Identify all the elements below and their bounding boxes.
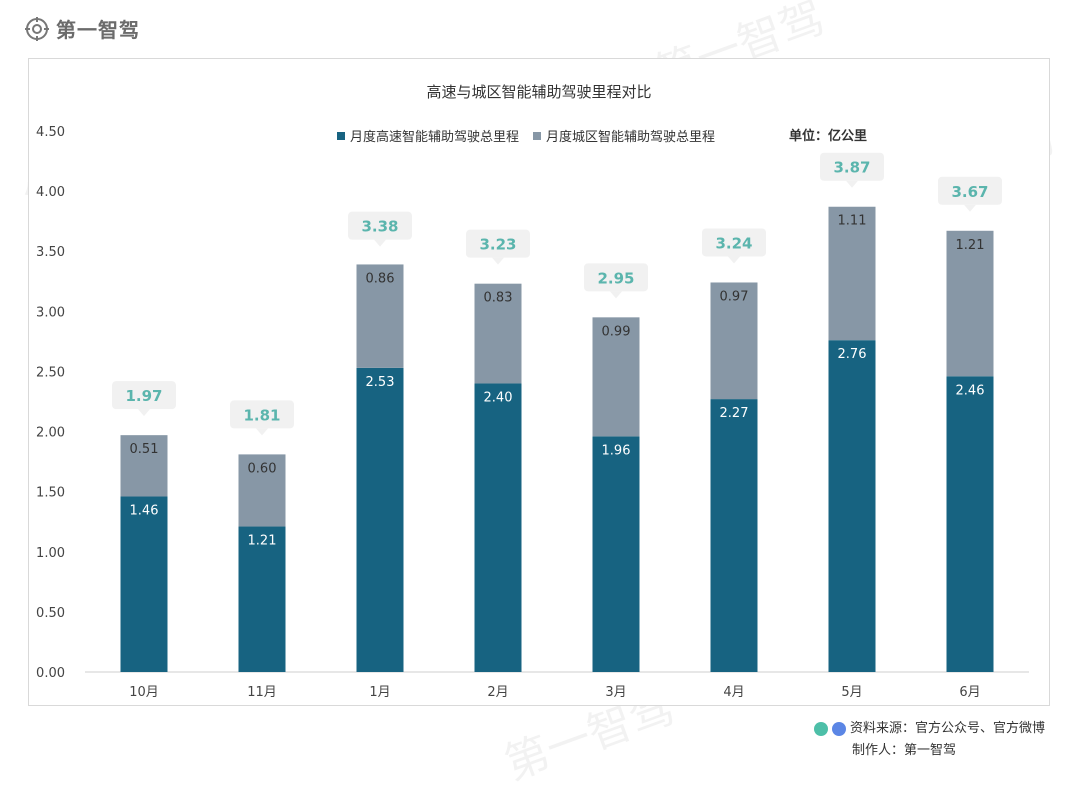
y-tick-label: 3.00 — [36, 305, 65, 320]
legend-item-highway: 月度高速智能辅助驾驶总里程 — [337, 126, 519, 145]
footer-source-row: 资料来源：官方公众号、官方微博 — [813, 718, 1045, 740]
bar-segment-urban — [710, 282, 758, 400]
brand: 第一智驾 — [24, 14, 140, 43]
chart-frame: 高速与城区智能辅助驾驶里程对比 月度高速智能辅助驾驶总里程 月度城区智能辅助驾驶… — [28, 58, 1050, 706]
total-callout-box — [466, 229, 530, 258]
x-tick-label: 2月 — [487, 685, 508, 700]
legend-item-urban: 月度城区智能辅助驾驶总里程 — [533, 126, 715, 145]
chart-title: 高速与城区智能辅助驾驶里程对比 — [426, 83, 652, 101]
data-label-highway: 2.76 — [838, 347, 867, 362]
total-callout-pointer — [256, 428, 268, 436]
bar-segment-highway — [710, 399, 758, 672]
bar-segment-urban — [828, 206, 876, 341]
legend-swatch-highway — [337, 131, 345, 140]
total-label: 1.97 — [125, 387, 162, 405]
y-tick-label: 0.50 — [36, 606, 65, 621]
teal-dot-icon — [813, 722, 828, 736]
total-label: 3.38 — [361, 218, 398, 236]
bar-segment-highway — [946, 376, 994, 672]
data-label-highway: 1.21 — [248, 534, 277, 549]
y-tick-label: 3.50 — [36, 245, 65, 260]
bar-segment-urban — [120, 435, 168, 497]
chart-legend: 月度高速智能辅助驾驶总里程 月度城区智能辅助驾驶总里程 — [337, 126, 715, 145]
total-callout-pointer — [846, 180, 858, 188]
bar-segment-urban — [474, 283, 522, 384]
brand-name: 第一智驾 — [56, 18, 140, 42]
total-callout-pointer — [138, 409, 150, 417]
bar-segment-urban — [356, 264, 404, 368]
y-tick-label: 1.50 — [36, 486, 65, 501]
total-callout-pointer — [374, 239, 386, 247]
data-label-highway: 2.46 — [956, 383, 985, 398]
author-text: 制作人：第一智驾 — [851, 743, 956, 758]
bar-segment-highway — [238, 526, 286, 672]
total-callout-box — [584, 263, 648, 292]
y-tick-label: 4.50 — [36, 125, 65, 140]
bar-segment-highway — [120, 496, 168, 672]
bar-segment-highway — [828, 340, 876, 672]
total-callout-pointer — [728, 256, 740, 264]
total-callout-box — [702, 228, 766, 257]
y-tick-label: 2.50 — [36, 365, 65, 380]
total-callout-pointer — [610, 291, 622, 299]
legend-label-highway: 月度高速智能辅助驾驶总里程 — [350, 130, 520, 145]
stacked-bar-chart: 0.00 0.50 1.00 1.50 2.00 2.50 3.00 3.50 4.00 4.50… — [36, 125, 1029, 700]
x-tick-label: 5月 — [841, 685, 862, 700]
total-label: 3.67 — [951, 183, 988, 201]
total-label: 3.24 — [715, 234, 752, 252]
total-callout-box — [820, 152, 884, 181]
bar-segment-urban — [946, 230, 994, 377]
data-label-urban: 0.97 — [720, 289, 749, 304]
bar-segment-urban — [238, 454, 286, 527]
footer-author-row: 制作人：第一智驾 — [814, 740, 1045, 762]
x-tick-label: 10月 — [129, 685, 159, 700]
x-tick-label: 11月 — [247, 685, 277, 700]
bar-segment-highway — [356, 367, 404, 672]
data-label-urban: 0.60 — [248, 461, 277, 476]
data-label-urban: 0.83 — [484, 291, 513, 306]
source-text: 资料来源：官方公众号、官方微博 — [849, 721, 1045, 736]
y-tick-label: 2.00 — [36, 426, 65, 441]
data-label-urban: 0.51 — [130, 442, 159, 457]
total-label: 1.81 — [243, 406, 280, 424]
total-callout-box — [230, 400, 294, 429]
y-tick-label: 0.00 — [36, 666, 65, 681]
footer: 资料来源：官方公众号、官方微博 制作人：第一智驾 — [813, 718, 1045, 762]
x-tick-label: 1月 — [369, 685, 390, 700]
data-label-urban: 0.86 — [366, 271, 395, 286]
data-label-highway: 1.96 — [602, 443, 631, 458]
data-label-highway: 1.46 — [130, 503, 159, 518]
data-label-urban: 1.11 — [838, 214, 867, 229]
data-label-highway: 2.40 — [484, 390, 513, 405]
total-callout-box — [112, 381, 176, 410]
y-tick-label: 4.00 — [36, 185, 65, 200]
legend-label-urban: 月度城区智能辅助驾驶总里程 — [546, 130, 716, 145]
legend-swatch-urban — [533, 131, 542, 140]
data-label-urban: 1.21 — [956, 238, 985, 253]
gear-logo-icon — [25, 16, 49, 41]
total-callout-pointer — [492, 257, 504, 265]
total-label: 2.95 — [597, 269, 634, 287]
total-callout-box — [348, 211, 412, 240]
total-label: 3.23 — [479, 236, 516, 254]
data-label-highway: 2.27 — [720, 406, 749, 421]
blue-dot-icon — [831, 722, 846, 736]
y-tick-label: 1.00 — [36, 546, 65, 561]
bar-segment-highway — [592, 436, 640, 672]
x-tick-label: 3月 — [605, 685, 626, 700]
bar-segment-urban — [592, 317, 640, 437]
bar-segment-highway — [474, 383, 522, 672]
data-label-highway: 2.53 — [366, 375, 395, 390]
total-label: 3.87 — [833, 159, 870, 177]
total-callout-box — [938, 176, 1002, 205]
x-tick-label: 4月 — [723, 685, 744, 700]
x-tick-label: 6月 — [959, 685, 980, 700]
data-label-urban: 0.99 — [602, 324, 631, 339]
total-callout-pointer — [964, 204, 976, 212]
unit-label: 单位：亿公里 — [789, 129, 868, 144]
